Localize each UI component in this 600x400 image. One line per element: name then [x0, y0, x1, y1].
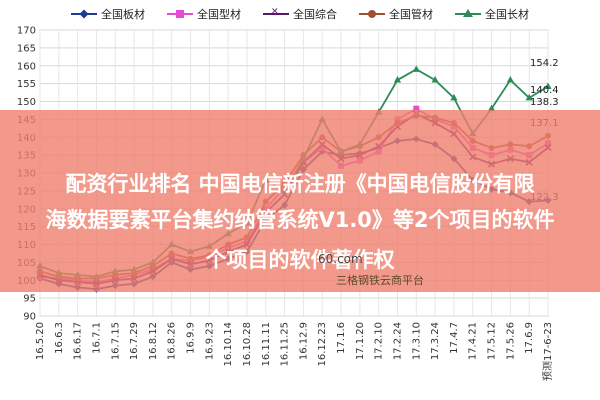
- y-tick-label: 150: [17, 97, 36, 108]
- x-tick-label: 16.8.12: [148, 322, 159, 360]
- x-tick-label: 17.5.12: [487, 322, 498, 360]
- x-tick-label: 16.10.28: [242, 322, 253, 367]
- data-point: [412, 65, 420, 72]
- legend-label: 全国型材: [197, 8, 241, 21]
- x-tick-label: 16.7.1: [91, 322, 102, 354]
- x-tick-label: 17.5.26: [505, 322, 516, 360]
- legend-entry: 全国综合: [263, 6, 337, 22]
- source-watermark: 三格钢铁云商平台: [336, 274, 424, 287]
- legend-swatch: [167, 9, 193, 19]
- legend-swatch: [359, 9, 385, 19]
- headline-line-2: 海数据要素平台集约纳管系统V1.0》等2个项目的软件: [45, 208, 555, 232]
- headline-overlay-band: [0, 110, 600, 292]
- end-value-label: 140.4: [530, 85, 559, 96]
- legend-entry: 全国板材: [71, 6, 145, 22]
- legend-label: 全国管材: [389, 8, 433, 21]
- legend-label: 全国板材: [101, 8, 145, 21]
- x-tick-label: 16.12.23: [317, 322, 328, 367]
- chart-legend: 全国板材 全国型材 全国综合 全国管材 全国长材: [0, 2, 600, 26]
- headline-line-1: 配资行业排名 中国电信新注册《中国电信股份有限: [65, 172, 535, 196]
- legend-swatch: [71, 9, 97, 19]
- legend-swatch: [455, 9, 481, 19]
- y-tick-label: 95: [23, 294, 36, 305]
- data-point: [413, 105, 420, 112]
- data-point: [544, 82, 552, 89]
- x-tick-label: 17.3.10: [411, 322, 422, 360]
- x-tick-label: 16.9.9: [186, 322, 197, 354]
- x-tick-label: 16.6.17: [73, 322, 84, 360]
- end-value-label: 154.2: [530, 58, 559, 69]
- data-point: [525, 93, 533, 101]
- x-tick-label: 17.4.7: [449, 322, 460, 354]
- legend-entry: 全国型材: [167, 6, 241, 22]
- y-tick-label: 170: [17, 26, 36, 37]
- legend-entry: 全国管材: [359, 6, 433, 22]
- x-tick-label: 16.8.26: [167, 322, 178, 360]
- data-point: [450, 93, 458, 101]
- y-tick-label: 155: [17, 79, 36, 90]
- data-point: [487, 104, 496, 112]
- headline-line-3: 个项目的软件著作权: [205, 248, 395, 272]
- y-tick-label: 90: [23, 312, 36, 323]
- url-fragment: 60.com: [318, 252, 363, 266]
- x-tick-label: 16.11.25: [280, 322, 291, 367]
- x-tick-label: 16.11.11: [261, 322, 272, 367]
- x-tick-label: 16.12.9: [298, 322, 309, 360]
- data-point: [506, 76, 514, 83]
- y-tick-label: 160: [17, 61, 36, 72]
- x-tick-label: 17.1.6: [336, 322, 347, 354]
- legend-entry: 全国长材: [455, 6, 529, 22]
- x-tick-label: 17.4.21: [468, 322, 479, 360]
- x-tick-label: 16.5.20: [35, 322, 46, 360]
- data-point: [431, 76, 439, 83]
- x-tick-label: 16.7.29: [129, 322, 140, 360]
- x-tick-label: 17.1.20: [355, 322, 366, 360]
- x-tick-label: 17.2.24: [392, 322, 403, 360]
- x-tick-label: 16.10.14: [223, 322, 234, 367]
- x-tick-label: 预测17-6-23: [541, 322, 554, 381]
- x-tick-label: 17.2.10: [374, 322, 385, 360]
- y-tick-label: 165: [17, 43, 36, 54]
- x-tick-label: 17.6.9: [524, 322, 535, 354]
- legend-label: 全国长材: [485, 8, 529, 21]
- legend-label: 全国综合: [293, 8, 337, 21]
- x-tick-label: 17.3.24: [430, 322, 441, 360]
- end-value-label: 138.3: [530, 97, 559, 108]
- x-tick-label: 16.6.3: [54, 322, 65, 354]
- legend-swatch: [263, 7, 289, 19]
- data-point: [393, 76, 402, 83]
- x-tick-label: 16.9.23: [204, 322, 215, 360]
- x-tick-label: 16.7.15: [110, 322, 121, 360]
